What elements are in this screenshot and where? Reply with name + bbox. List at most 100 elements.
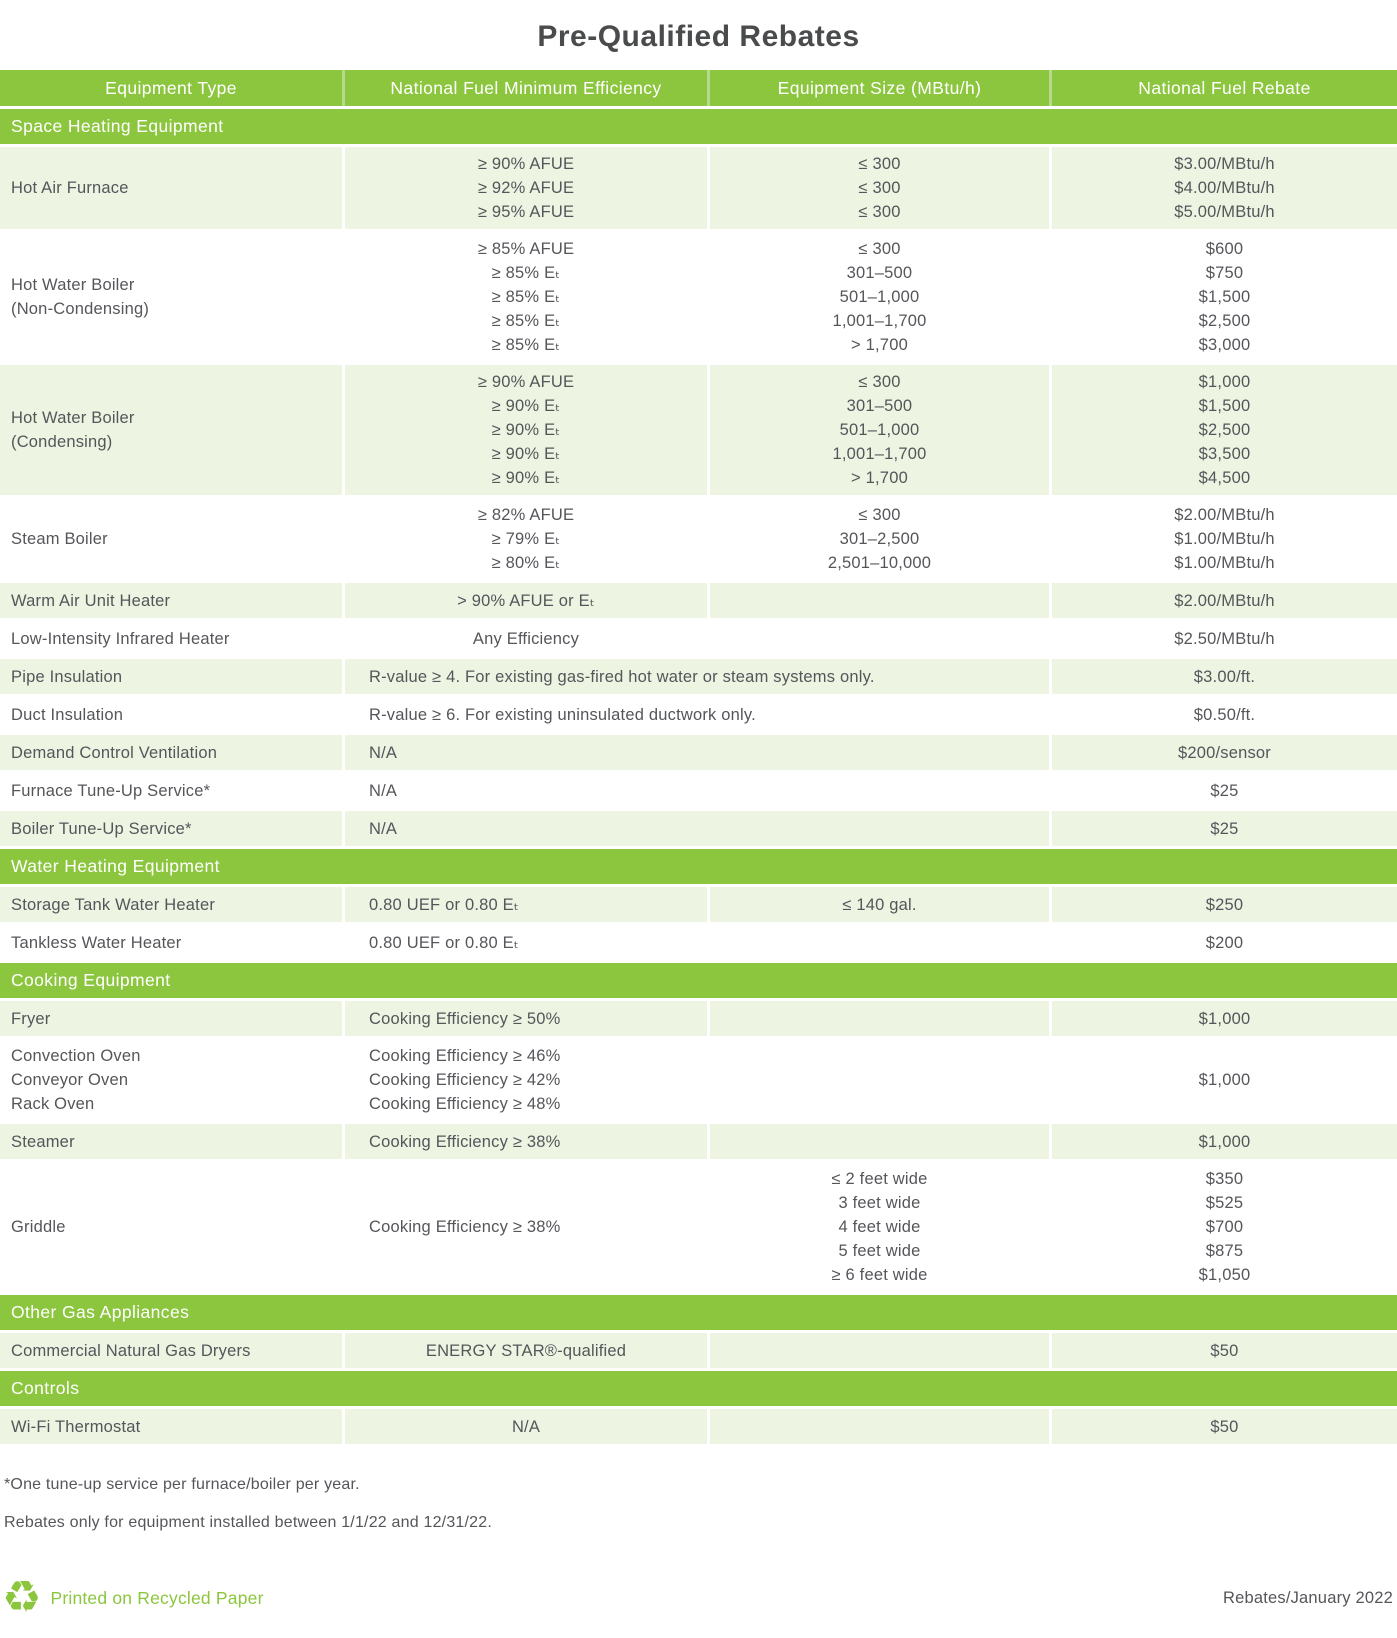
equipment-cell: Steam Boiler bbox=[0, 498, 342, 580]
efficiency-cell: R-value ≥ 4. For existing gas-fired hot … bbox=[345, 659, 1049, 694]
efficiency-cell: 0.80 UEF or 0.80 Eₜ bbox=[345, 887, 707, 922]
table-row: Hot Water Boiler (Non-Condensing) ≥ 85% AF… bbox=[0, 232, 1397, 362]
efficiency-cell: N/A bbox=[345, 811, 1049, 846]
table-row: Storage Tank Water Heater 0.80 UEF or 0.8… bbox=[0, 887, 1397, 922]
column-header-minimum-efficiency: National Fuel Minimum Efficiency bbox=[345, 70, 707, 106]
table-row: Furnace Tune-Up Service* N/A $25 bbox=[0, 773, 1397, 808]
equipment-cell: Wi-Fi Thermostat bbox=[0, 1409, 342, 1444]
efficiency-cell: N/A bbox=[345, 735, 1049, 770]
rebate-cell: $350 $525 $700 $875 $1,050 bbox=[1052, 1162, 1397, 1292]
table-row: Convection Oven Conveyor Oven Rack Oven Coo… bbox=[0, 1039, 1397, 1121]
table-row: Hot Water Boiler (Condensing) ≥ 90% AFUE ≥ … bbox=[0, 365, 1397, 495]
rebate-cell: $2.00/MBtu/h bbox=[1052, 583, 1397, 618]
size-cell: ≤ 300 301–500 501–1,000 1,001–1,700 > 1,700 bbox=[710, 365, 1049, 495]
rebate-cell: $50 bbox=[1052, 1333, 1397, 1368]
column-header-rebate: National Fuel Rebate bbox=[1052, 70, 1397, 106]
rebate-cell: $1,000 $1,500 $2,500 $3,500 $4,500 bbox=[1052, 365, 1397, 495]
efficiency-cell: Cooking Efficiency ≥ 38% bbox=[345, 1162, 707, 1292]
table-row: Steam Boiler ≥ 82% AFUE ≥ 79% Eₜ ≥ 80% Eₜ ≤ … bbox=[0, 498, 1397, 580]
equipment-cell: Hot Water Boiler (Non-Condensing) bbox=[0, 232, 342, 362]
equipment-cell: Convection Oven Conveyor Oven Rack Oven bbox=[0, 1039, 342, 1121]
size-cell bbox=[710, 925, 1049, 960]
equipment-cell: Griddle bbox=[0, 1162, 342, 1292]
efficiency-cell: ≥ 90% AFUE ≥ 92% AFUE ≥ 95% AFUE bbox=[345, 147, 707, 229]
rebates-table: Equipment Type National Fuel Minimum Eff… bbox=[0, 70, 1397, 1444]
equipment-cell: Pipe Insulation bbox=[0, 659, 342, 694]
equipment-cell: Boiler Tune-Up Service* bbox=[0, 811, 342, 846]
rebate-cell: $1,000 bbox=[1052, 1001, 1397, 1036]
footnotes: *One tune-up service per furnace/boiler … bbox=[0, 1474, 1397, 1534]
edition-label: Rebates/January 2022 bbox=[1222, 1588, 1393, 1607]
efficiency-cell: 0.80 UEF or 0.80 Eₜ bbox=[345, 925, 707, 960]
rebate-cell: $0.50/ft. bbox=[1052, 697, 1397, 732]
equipment-cell: Low-Intensity Infrared Heater bbox=[0, 621, 342, 656]
efficiency-cell: ≥ 82% AFUE ≥ 79% Eₜ ≥ 80% Eₜ bbox=[345, 498, 707, 580]
rebate-cell: $25 bbox=[1052, 811, 1397, 846]
efficiency-cell: Any Efficiency bbox=[345, 621, 707, 656]
efficiency-cell: ≥ 85% AFUE ≥ 85% Eₜ ≥ 85% Eₜ ≥ 85% Eₜ ≥ 85% … bbox=[345, 232, 707, 362]
efficiency-cell: N/A bbox=[345, 1409, 707, 1444]
equipment-cell: Demand Control Ventilation bbox=[0, 735, 342, 770]
table-row: Fryer Cooking Efficiency ≥ 50% $1,000 bbox=[0, 1001, 1397, 1036]
section-header: Controls bbox=[0, 1371, 1397, 1406]
recycled-paper-note: ♻ Printed on Recycled Paper bbox=[2, 1572, 264, 1623]
size-cell: ≤ 300 301–2,500 2,501–10,000 bbox=[710, 498, 1049, 580]
efficiency-cell: R-value ≥ 6. For existing uninsulated du… bbox=[345, 697, 1049, 732]
table-header-row: Equipment Type National Fuel Minimum Eff… bbox=[0, 70, 1397, 106]
table-row: Low-Intensity Infrared Heater Any Efficie… bbox=[0, 621, 1397, 656]
table-row: Tankless Water Heater 0.80 UEF or 0.80 Eₜ… bbox=[0, 925, 1397, 960]
table-row: Demand Control Ventilation N/A $200/sensor bbox=[0, 735, 1397, 770]
equipment-cell: Storage Tank Water Heater bbox=[0, 887, 342, 922]
column-header-equipment-type: Equipment Type bbox=[0, 70, 342, 106]
table-row: Griddle Cooking Efficiency ≥ 38% ≤ 2 feet … bbox=[0, 1162, 1397, 1292]
rebate-cell: $200/sensor bbox=[1052, 735, 1397, 770]
rebate-cell: $2.50/MBtu/h bbox=[1052, 621, 1397, 656]
size-cell: ≤ 300 301–500 501–1,000 1,001–1,700 > 1,700 bbox=[710, 232, 1049, 362]
rebate-cell: $2.00/MBtu/h $1.00/MBtu/h $1.00/MBtu/h bbox=[1052, 498, 1397, 580]
efficiency-cell: > 90% AFUE or Eₜ bbox=[345, 583, 707, 618]
rebate-cell: $3.00/MBtu/h $4.00/MBtu/h $5.00/MBtu/h bbox=[1052, 147, 1397, 229]
section-header: Other Gas Appliances bbox=[0, 1295, 1397, 1330]
rebate-cell: $1,000 bbox=[1052, 1039, 1397, 1121]
table-row: Commercial Natural Gas Dryers ENERGY STAR… bbox=[0, 1333, 1397, 1368]
efficiency-cell: Cooking Efficiency ≥ 46% Cooking Efficien… bbox=[345, 1039, 707, 1121]
section-header: Cooking Equipment bbox=[0, 963, 1397, 998]
size-cell bbox=[710, 583, 1049, 618]
equipment-cell: Duct Insulation bbox=[0, 697, 342, 732]
page-title: Pre-Qualified Rebates bbox=[537, 20, 860, 53]
table-row: Wi-Fi Thermostat N/A $50 bbox=[0, 1409, 1397, 1444]
equipment-cell: Warm Air Unit Heater bbox=[0, 583, 342, 618]
efficiency-cell: Cooking Efficiency ≥ 38% bbox=[345, 1124, 707, 1159]
rebate-cell: $3.00/ft. bbox=[1052, 659, 1397, 694]
rebate-cell: $200 bbox=[1052, 925, 1397, 960]
efficiency-cell: N/A bbox=[345, 773, 1049, 808]
rebate-cell: $250 bbox=[1052, 887, 1397, 922]
rebate-cell: $600 $750 $1,500 $2,500 $3,000 bbox=[1052, 232, 1397, 362]
recycled-paper-label: Printed on Recycled Paper bbox=[50, 1587, 264, 1608]
table-row: Duct Insulation R-value ≥ 6. For existing… bbox=[0, 697, 1397, 732]
page-footer: ♻ Printed on Recycled Paper Rebates/Janu… bbox=[0, 1572, 1397, 1623]
equipment-cell: Commercial Natural Gas Dryers bbox=[0, 1333, 342, 1368]
table-row: Warm Air Unit Heater > 90% AFUE or Eₜ $2.0… bbox=[0, 583, 1397, 618]
table-row: Hot Air Furnace ≥ 90% AFUE ≥ 92% AFUE ≥ 95%… bbox=[0, 147, 1397, 229]
equipment-cell: Steamer bbox=[0, 1124, 342, 1159]
footnote-install-dates: Rebates only for equipment installed bet… bbox=[4, 1514, 492, 1531]
rebates-table-body: Space Heating Equipment Hot Air Furnace ≥ … bbox=[0, 109, 1397, 1444]
equipment-cell: Tankless Water Heater bbox=[0, 925, 342, 960]
size-cell bbox=[710, 1001, 1049, 1036]
size-cell bbox=[710, 1333, 1049, 1368]
footnote-tune-up: *One tune-up service per furnace/boiler … bbox=[4, 1476, 360, 1493]
size-cell bbox=[710, 1039, 1049, 1121]
rebate-cell: $1,000 bbox=[1052, 1124, 1397, 1159]
size-cell: ≤ 300 ≤ 300 ≤ 300 bbox=[710, 147, 1049, 229]
table-row: Boiler Tune-Up Service* N/A $25 bbox=[0, 811, 1397, 846]
efficiency-cell: Cooking Efficiency ≥ 50% bbox=[345, 1001, 707, 1036]
size-cell: ≤ 140 gal. bbox=[710, 887, 1049, 922]
recycle-icon: ♻ bbox=[2, 1572, 42, 1623]
equipment-cell: Hot Air Furnace bbox=[0, 147, 342, 229]
section-header: Space Heating Equipment bbox=[0, 109, 1397, 144]
rebate-cell: $50 bbox=[1052, 1409, 1397, 1444]
size-cell bbox=[710, 621, 1049, 656]
equipment-cell: Fryer bbox=[0, 1001, 342, 1036]
